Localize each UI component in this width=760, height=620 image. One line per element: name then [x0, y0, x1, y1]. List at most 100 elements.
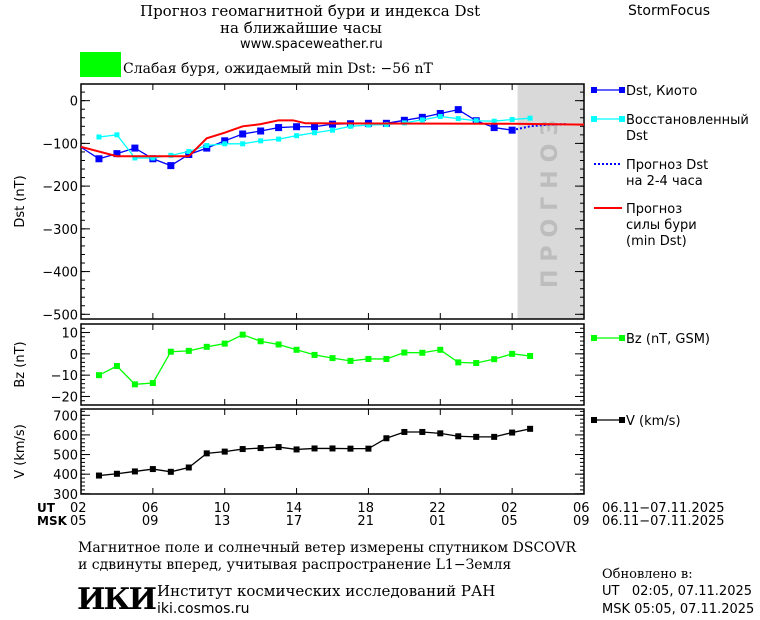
y-tick-label: −400 — [42, 266, 78, 281]
data-point — [400, 116, 408, 124]
data-point — [257, 127, 265, 135]
data-point — [329, 445, 336, 452]
data-point — [365, 445, 372, 452]
legend-label: Dst — [626, 129, 648, 144]
msk-tick-label: 01 — [429, 514, 446, 529]
data-point — [95, 155, 103, 163]
institute-name: Институт космических исследований РАН — [157, 582, 496, 600]
plot-frame — [80, 408, 585, 495]
data-point — [185, 151, 193, 158]
msk-date-range: 06.11−07.11.2025 — [602, 514, 725, 529]
data-point — [113, 470, 120, 477]
y-axis-label: Bz (nT) — [13, 341, 28, 387]
data-point — [275, 341, 282, 348]
data-point — [419, 117, 425, 123]
data-point — [508, 126, 516, 134]
updated-label: Обновлено в: — [602, 567, 693, 582]
ut-date-range: 06.11−07.11.2025 — [602, 501, 725, 516]
y-tick-label: −20 — [51, 390, 78, 405]
legend-marker — [619, 87, 625, 93]
data-point — [239, 446, 246, 453]
data-point — [490, 124, 498, 132]
legend-label: Dst, Киото — [626, 84, 697, 99]
msk-tick-label: 13 — [213, 514, 231, 529]
ut-tick-label: 06 — [141, 501, 159, 516]
footer-note-1: Магнитное поле и солнечный ветер измерен… — [78, 540, 577, 556]
legend-marker — [619, 417, 625, 423]
msk-tick-label: 17 — [285, 514, 303, 529]
data-point — [436, 109, 444, 117]
data-point — [294, 133, 300, 139]
data-point — [204, 143, 210, 149]
data-point — [347, 357, 354, 364]
data-point — [149, 466, 156, 473]
data-point — [311, 445, 318, 452]
data-point — [132, 155, 138, 161]
data-point — [240, 141, 246, 147]
y-tick-label: 0 — [70, 348, 78, 363]
updated-ut: UT 02:05, 07.11.2025 — [602, 584, 753, 599]
data-point — [185, 347, 192, 354]
series-line-3 — [80, 119, 585, 158]
legend-label: силы бури — [626, 218, 697, 233]
data-point — [419, 428, 426, 435]
data-point — [311, 123, 319, 131]
data-point — [275, 124, 283, 132]
legend-marker — [591, 87, 597, 93]
data-point — [365, 355, 372, 362]
y-tick-label: 400 — [53, 468, 78, 483]
legend-label: Прогноз Dst — [626, 158, 708, 173]
data-point — [473, 433, 480, 440]
msk-tick-label: 05 — [70, 514, 87, 529]
y-tick-label: −300 — [42, 223, 78, 238]
plot-frame — [80, 323, 585, 406]
data-point — [167, 348, 174, 355]
data-point — [221, 448, 228, 455]
plot-frame — [80, 83, 585, 320]
legend-label: Восстановленный — [626, 113, 749, 128]
y-tick-label: 300 — [53, 488, 78, 503]
page-title: Прогноз геомагнитной бури и индекса Dst — [140, 2, 481, 20]
ut-tick-label: 18 — [357, 501, 374, 516]
data-point — [293, 123, 301, 131]
data-point — [491, 118, 497, 124]
footer-note-2: и сдвинуты вперед, учитывая распростране… — [78, 557, 512, 573]
data-point — [437, 346, 444, 353]
data-point — [491, 433, 498, 440]
data-point — [455, 433, 462, 440]
legend-label: (min Dst) — [626, 234, 687, 249]
forecast-band-label: ПРОГНОЗ — [538, 112, 563, 288]
website-link[interactable]: www.spaceweather.ru — [240, 37, 383, 52]
msk-tick-label: 09 — [573, 514, 590, 529]
data-point — [95, 372, 102, 379]
data-point — [383, 435, 390, 442]
data-point — [275, 444, 282, 451]
y-tick-label: −500 — [42, 308, 78, 323]
data-point — [509, 429, 516, 436]
data-point — [113, 362, 120, 369]
data-point — [131, 381, 138, 388]
y-tick-label: 0 — [70, 95, 78, 110]
y-axis-label: Dst (nT) — [13, 175, 28, 227]
legend-entry: Dst, Киото — [591, 84, 697, 99]
y-tick-label: −100 — [42, 137, 78, 152]
data-point — [203, 343, 210, 350]
y-tick-label: 600 — [53, 429, 78, 444]
legend-marker — [591, 417, 597, 423]
data-point — [491, 356, 498, 363]
data-point — [95, 472, 102, 479]
legend-label: V (km/s) — [626, 414, 681, 429]
msk-tick-label: 21 — [357, 514, 374, 529]
institute-site-link[interactable]: iki.cosmos.ru — [157, 601, 250, 617]
data-point — [257, 445, 264, 452]
legend-label: Bz (nT, GSM) — [626, 332, 710, 347]
iki-logo: ИКИ — [77, 582, 157, 617]
data-point — [527, 425, 534, 432]
data-point — [221, 137, 229, 145]
data-point — [437, 430, 444, 437]
legend-entry: V (km/s) — [591, 414, 681, 429]
msk-label: MSK — [37, 514, 67, 528]
